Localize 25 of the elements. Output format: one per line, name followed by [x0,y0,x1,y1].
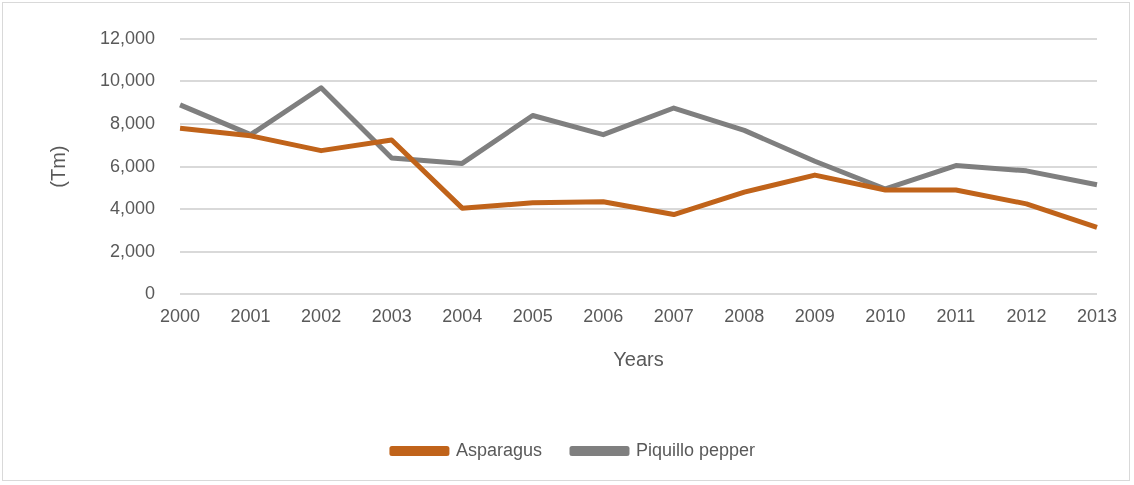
y-tick-label: 0 [145,283,156,304]
x-tick-label: 2002 [301,306,342,327]
y-tick-label: 2,000 [110,240,156,261]
legend-label: Asparagus [455,439,542,460]
x-tick-label: 2009 [794,306,835,327]
x-tick-label: 2003 [371,306,412,327]
legend-label: Piquillo pepper [635,439,756,460]
x-tick-label: 2005 [512,306,553,327]
x-tick-label: 2013 [1076,306,1117,327]
x-tick-label: 2008 [724,306,765,327]
x-tick-label: 2012 [1006,306,1047,327]
x-axis-title: Years [613,347,664,370]
y-tick-label: 8,000 [110,112,156,133]
x-tick-label: 2004 [442,306,483,327]
y-tick-label: 12,000 [99,27,156,48]
x-tick-label: 2000 [160,306,201,327]
x-tick-label: 2007 [653,306,694,327]
y-axis-title: (Tm) [46,145,69,188]
x-tick-label: 2001 [230,306,271,327]
x-tick-label: 2010 [865,306,906,327]
y-tick-label: 4,000 [110,198,156,219]
x-tick-label: 2006 [583,306,624,327]
x-tick-label: 2011 [936,306,976,327]
y-tick-label: 6,000 [110,155,156,176]
y-tick-label: 10,000 [99,70,156,91]
